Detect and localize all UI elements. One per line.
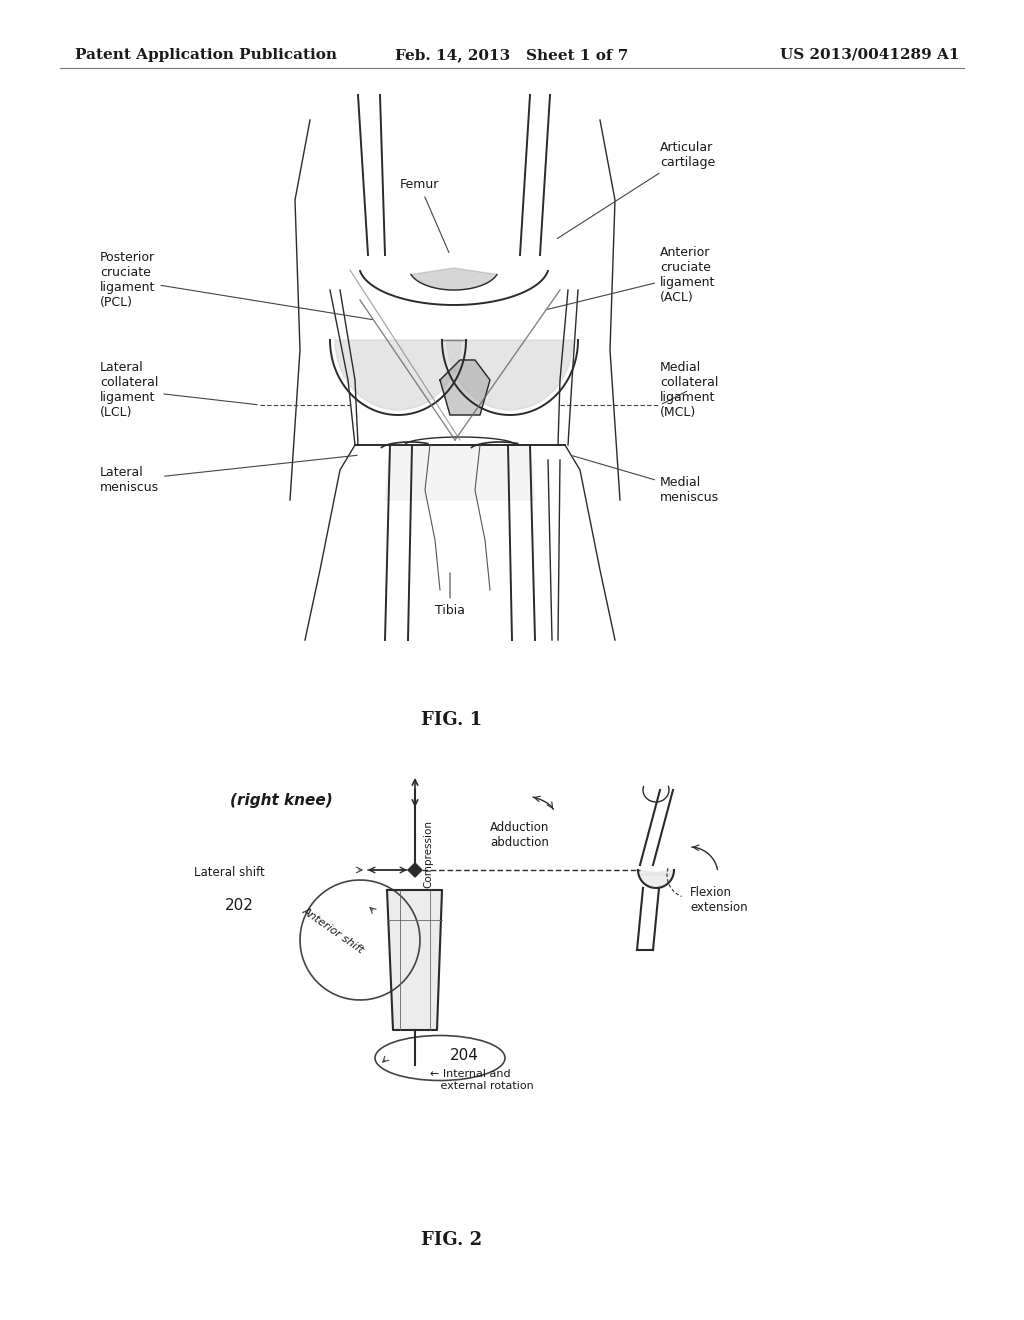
Text: 204: 204 — [450, 1048, 479, 1063]
Text: Lateral
collateral
ligament
(LCL): Lateral collateral ligament (LCL) — [100, 360, 257, 418]
Text: Tibia: Tibia — [435, 573, 465, 616]
Text: Lateral shift: Lateral shift — [195, 866, 265, 879]
Text: Patent Application Publication: Patent Application Publication — [75, 48, 337, 62]
Text: Compression: Compression — [423, 820, 433, 888]
Text: Anterior
cruciate
ligament
(ACL): Anterior cruciate ligament (ACL) — [548, 246, 716, 309]
Text: US 2013/0041289 A1: US 2013/0041289 A1 — [780, 48, 961, 62]
Text: 202: 202 — [225, 898, 254, 912]
Polygon shape — [447, 341, 573, 411]
Text: Medial
collateral
ligament
(MCL): Medial collateral ligament (MCL) — [660, 360, 719, 418]
Polygon shape — [385, 445, 535, 500]
Text: Adduction
abduction: Adduction abduction — [490, 821, 549, 849]
Polygon shape — [411, 268, 497, 290]
Text: Feb. 14, 2013   Sheet 1 of 7: Feb. 14, 2013 Sheet 1 of 7 — [395, 48, 629, 62]
Polygon shape — [335, 341, 461, 411]
Text: FIG. 2: FIG. 2 — [422, 1232, 482, 1249]
Polygon shape — [638, 870, 674, 888]
Text: Lateral
meniscus: Lateral meniscus — [100, 455, 357, 494]
Text: Femur: Femur — [400, 178, 449, 252]
Text: (right knee): (right knee) — [230, 792, 333, 808]
Polygon shape — [440, 360, 490, 414]
Polygon shape — [408, 863, 422, 876]
Text: Flexion
extension: Flexion extension — [690, 886, 748, 913]
Text: ← Internal and
   external rotation: ← Internal and external rotation — [430, 1069, 534, 1090]
Text: FIG. 1: FIG. 1 — [422, 711, 482, 729]
Text: Anterior shift: Anterior shift — [300, 906, 366, 954]
Text: Medial
meniscus: Medial meniscus — [572, 455, 719, 504]
Text: Posterior
cruciate
ligament
(PCL): Posterior cruciate ligament (PCL) — [100, 251, 373, 319]
Text: Articular
cartilage: Articular cartilage — [557, 141, 715, 239]
Polygon shape — [387, 890, 442, 1030]
